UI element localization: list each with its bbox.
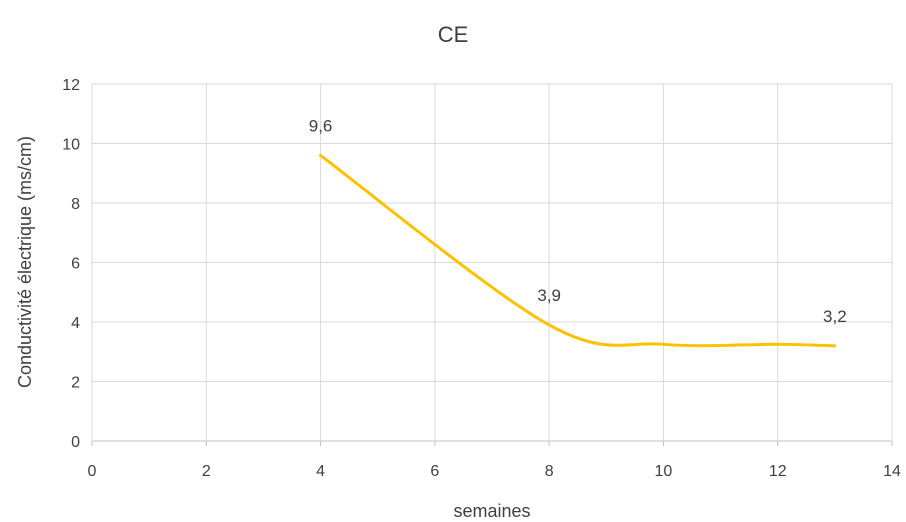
data-label: 9,6: [309, 116, 333, 135]
x-tick-label: 12: [769, 463, 787, 480]
y-tick-label: 12: [62, 77, 80, 94]
y-tick-label: 8: [71, 196, 80, 213]
y-tick-label: 10: [62, 137, 80, 154]
x-axis-ticks: 0 2 4 6 8 10 12 14: [88, 463, 901, 480]
y-tick-label: 2: [71, 375, 80, 392]
chart-title: CE: [438, 22, 469, 47]
y-axis-label: Conductivité électrique (ms/cm): [15, 136, 35, 388]
chart-series: [319, 153, 837, 348]
y-axis-ticks: 0 2 4 6 8 10 12: [62, 77, 80, 451]
series-line: [319, 153, 837, 348]
x-tick-label: 14: [883, 463, 901, 480]
x-tick-label: 2: [202, 463, 211, 480]
data-label: 3,9: [537, 286, 561, 305]
y-tick-label: 6: [71, 256, 80, 273]
data-labels: 9,6 3,9 3,2: [309, 116, 847, 325]
x-tick-label: 4: [316, 463, 325, 480]
data-label: 3,2: [823, 307, 847, 326]
x-tick-label: 0: [88, 463, 97, 480]
x-tick-label: 8: [545, 463, 554, 480]
y-tick-label: 0: [71, 434, 80, 451]
x-axis-label: semaines: [453, 501, 530, 521]
x-tick-label: 6: [430, 463, 439, 480]
y-tick-label: 4: [71, 315, 80, 332]
chart-grid: [91, 83, 893, 446]
x-tick-label: 10: [655, 463, 673, 480]
